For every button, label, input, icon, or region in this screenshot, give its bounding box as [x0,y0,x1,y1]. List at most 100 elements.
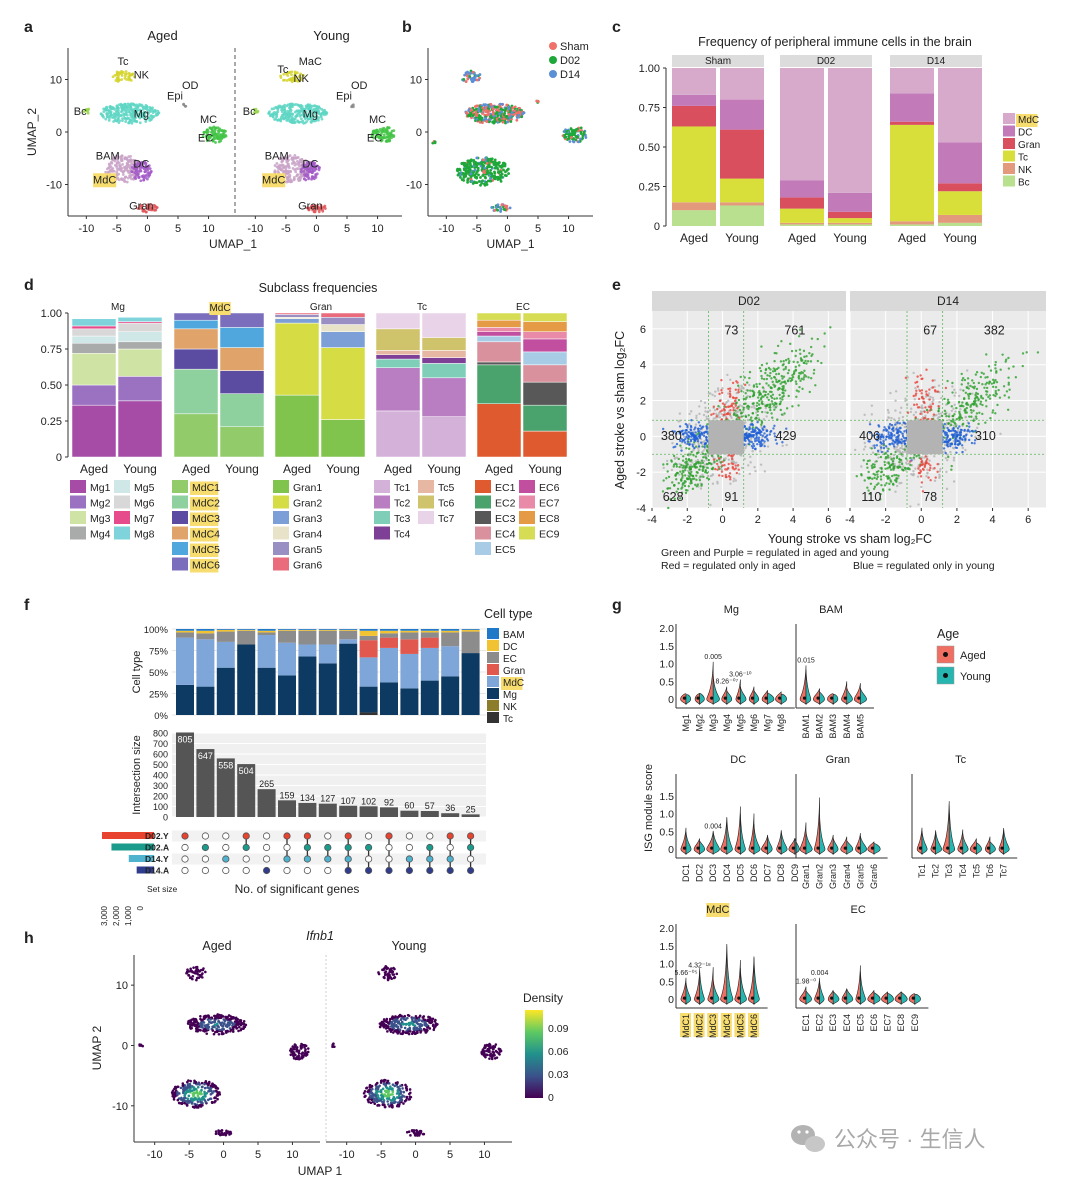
legend-label-MdC6: MdC6 [192,560,220,572]
gene-point [756,410,760,413]
umap-point [478,120,482,124]
cluster-label: DC [133,159,149,171]
gene-point [750,440,754,444]
gene-point [665,477,668,480]
gene-point [765,415,768,418]
gene-point [1004,360,1007,363]
bar-segment-EC8 [476,319,522,328]
gene-point [917,503,920,506]
gene-point [945,470,948,474]
umap-point [105,105,109,109]
panel-letter-d: d [24,277,34,294]
gene-point [684,488,688,492]
legend-swatch [519,511,535,524]
gene-point [983,386,986,389]
gene-point [684,491,688,495]
gene-point [760,363,764,367]
bar-segment-Bc [780,224,824,226]
gene-point [938,415,941,419]
gene-point [744,432,748,436]
gene-point [806,360,810,363]
x-tick-label: 0 [504,223,510,235]
gene-point [967,438,971,442]
panel-letter-b: b [402,19,412,36]
gene-point [920,404,924,407]
umap-point [290,70,294,74]
y-tick-label: 1.00 [639,63,660,75]
gene-point [970,415,973,418]
gene-point [871,466,874,470]
umap-point [481,112,484,115]
umap-point [290,162,294,165]
x-tick-label: Young [427,462,461,476]
gene-point [823,332,826,335]
gene-point [887,416,891,419]
gene-point [681,459,685,462]
umap-point [536,100,540,103]
gene-point [699,487,703,490]
gene-point [965,424,969,428]
gene-point [875,460,878,463]
gene-point [693,446,696,450]
umap-point [498,105,502,109]
gene-point [719,399,722,403]
gene-point [956,443,960,446]
umap-point [291,102,295,106]
gene-point [925,390,928,393]
gene-point [885,482,888,485]
umap-point [513,105,517,109]
gene-point [689,478,692,481]
gene-point [714,467,717,471]
gene-point [915,454,918,458]
gene-point [728,472,732,475]
gene-point [712,412,715,415]
gene-point [689,439,693,443]
umap-point [488,118,492,121]
umap-point [150,117,153,121]
umap-point [120,72,123,76]
umap-point [475,113,479,116]
gene-point [718,392,721,396]
umap-point [139,169,143,173]
gene-point [900,438,903,441]
gene-point [994,391,997,395]
gene-point [732,406,735,409]
gene-point [781,388,784,391]
umap-point [146,177,149,181]
gene-point [909,463,912,467]
gene-point [967,422,971,425]
gene-point [889,391,892,395]
gene-point [685,462,688,465]
umap-point [297,164,301,168]
gene-point [732,460,735,463]
umap-point [140,204,144,208]
gene-point [717,454,720,458]
gene-point [728,392,732,395]
umap-point [129,154,132,158]
legend-label-Mg8: Mg8 [134,529,155,541]
umap-point [137,104,140,108]
umap-point [108,106,112,110]
cluster-label: DC [302,159,318,171]
umap-point [325,111,329,115]
umap-point [304,112,308,116]
gene-point [1021,352,1025,355]
y-tick-label: -10 [46,180,62,192]
bar-segment-Bc [672,210,716,226]
umap-point [206,128,210,132]
bar-segment-NK [890,221,934,225]
legend-label-Mg1: Mg1 [90,482,111,494]
gene-point [760,345,763,348]
umap-point [131,119,135,123]
gene-point [716,407,719,411]
legend-label-Mg2: Mg2 [90,498,111,510]
umap-point [521,112,525,116]
gene-point [706,474,710,478]
gene-point [690,410,693,413]
gene-point [962,397,966,401]
umap-point [289,77,293,81]
gene-point [888,482,891,486]
umap-point [500,175,504,179]
gene-point [886,454,890,457]
umap-point [120,167,124,170]
